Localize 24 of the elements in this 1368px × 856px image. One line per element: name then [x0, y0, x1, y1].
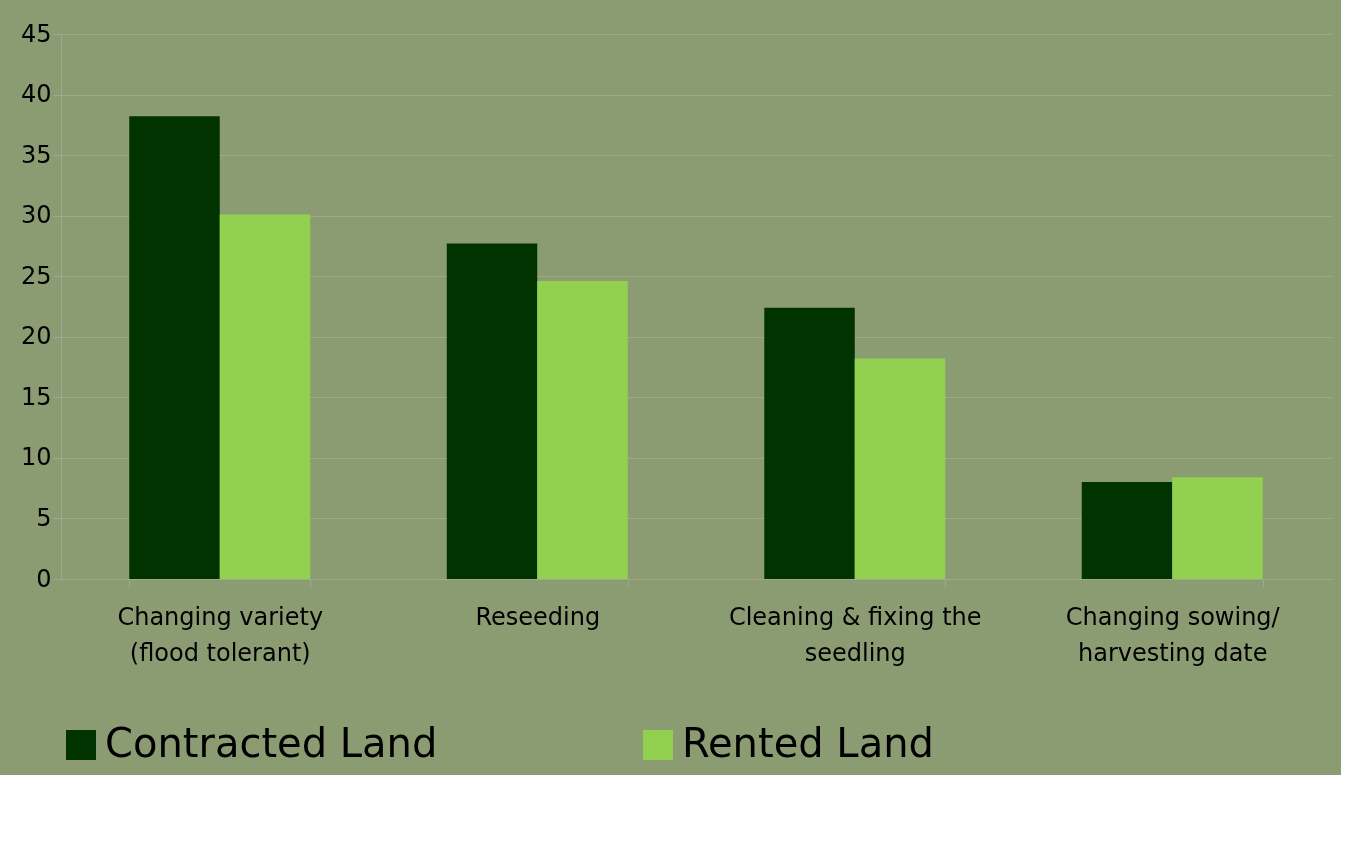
y-tick-label: 45	[20, 19, 52, 48]
y-tick-label: 35	[20, 140, 52, 169]
y-tick-label: 30	[20, 201, 52, 230]
y-tick-label: 10	[20, 443, 52, 472]
bar	[537, 281, 628, 579]
legend-label: Contracted Land	[105, 720, 438, 766]
legend-label: Rented Land	[682, 720, 934, 766]
x-tick-label: Changing variety (flood tolerant)	[117, 602, 324, 667]
bar	[854, 358, 946, 579]
x-tick-label: Changing sowing/ harvesting date	[1065, 602, 1281, 667]
bar	[1172, 477, 1263, 579]
x-tick-label: Cleaning & fixing the seedling	[728, 602, 982, 667]
bar	[129, 116, 220, 579]
bar	[764, 307, 855, 579]
y-tick-label: 5	[36, 503, 52, 532]
bar	[446, 243, 538, 579]
y-tick-label: 0	[36, 564, 52, 593]
y-tick-label: 15	[20, 382, 52, 411]
y-tick-label: 40	[20, 80, 52, 109]
y-tick-label: 25	[20, 261, 52, 290]
y-tick-label: 20	[20, 322, 52, 351]
bar	[219, 214, 311, 579]
x-tick-label: Reseeding	[475, 602, 601, 631]
bar	[1081, 482, 1173, 579]
